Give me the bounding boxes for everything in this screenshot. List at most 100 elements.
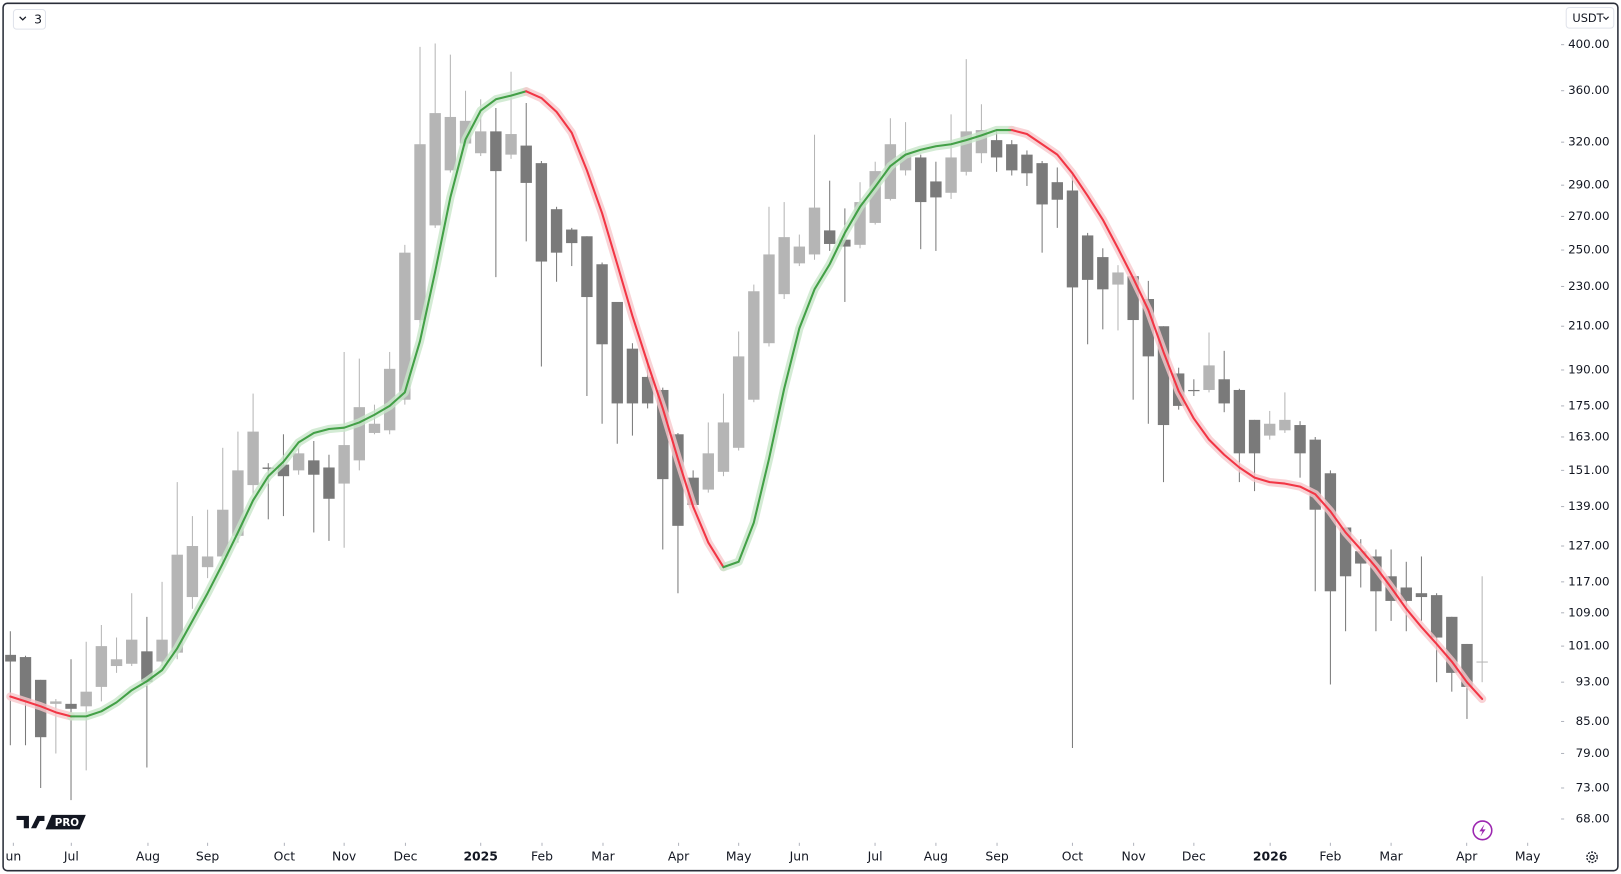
candle-body [596,264,608,345]
candle-body [732,356,745,448]
y-tick-label: 93.00 [1576,675,1610,689]
candle-body [1476,661,1488,663]
y-tick-label: 290.00 [1568,178,1610,192]
x-tick-label: Dec [1182,849,1206,864]
y-tick-label: 151.00 [1568,463,1610,477]
candle-body [414,144,426,321]
candle-body [277,464,290,477]
x-tick-label: Oct [274,849,296,864]
candle-body [1066,190,1079,288]
y-tick-label: 270.00 [1568,209,1610,223]
candle-body [520,145,532,183]
candle-body [915,157,927,203]
candle-body [793,246,806,264]
logo: PRO [16,814,86,830]
x-tick-label: Sep [985,849,1008,864]
candle-body [657,389,669,480]
button-box[interactable] [12,9,47,30]
candle-body [899,154,912,171]
candle-body [262,467,274,469]
candle-body [1127,276,1139,321]
candle-body [1400,587,1412,601]
candle-body [535,163,548,262]
overlay-line [722,129,1013,569]
y-tick-label: 175.00 [1568,398,1610,412]
candle-body [1415,593,1428,598]
candle-body [1188,389,1200,392]
x-tick-label: Oct [1062,849,1084,864]
y-tick-label: 400.00 [1568,37,1610,51]
candle-body [80,691,92,707]
x-tick-label: Dec [393,849,417,864]
candle-body [1324,473,1337,592]
chevron [19,16,27,21]
y-tick-label: 250.00 [1568,243,1610,257]
candle-body [1461,643,1473,687]
candle-body [611,301,623,404]
button-box[interactable] [1565,6,1615,29]
x-tick-label: May [726,849,752,864]
x-tick-label: 2025 [463,849,497,864]
candle-body [217,509,229,557]
candle-body [823,230,836,244]
y-tick-label: 163.00 [1568,429,1610,443]
candle-body [1446,616,1458,673]
settings-button[interactable] [1586,851,1598,864]
candle-body [1218,379,1230,404]
lightning-icon [1479,824,1486,837]
candle-body [960,131,972,172]
candle-body [1248,419,1261,454]
candle-body [1157,326,1170,426]
chevron [1603,16,1609,21]
candle-body [353,407,366,461]
x-tick-label: Feb [1319,849,1341,864]
candle-body [19,657,32,702]
overlay-line [69,90,528,718]
candle-body [429,113,441,226]
candle-body [1355,551,1367,564]
lightning-ring[interactable] [1472,820,1493,841]
candle-body [1097,257,1109,290]
y-tick-label: 68.00 [1576,811,1610,825]
candle-body [126,639,138,664]
candle-body [156,639,168,662]
interval-button[interactable]: 3 [12,9,47,30]
currency-label: USDT [1572,11,1603,25]
candle-body [945,157,957,193]
candle-body [626,348,639,404]
candle-body [505,134,517,155]
x-tick-label: Aug [136,849,160,864]
y-tick-label: 85.00 [1576,714,1610,728]
candle-body [399,252,411,400]
y-tick-label: 101.00 [1568,639,1610,653]
gear-outer[interactable] [1586,851,1598,864]
candle-body [702,453,714,490]
y-tick-label: 127.00 [1568,539,1610,553]
x-tick-label: Jun [789,849,809,864]
y-tick-label: 109.00 [1568,605,1610,619]
gear-inner [1589,854,1595,860]
y-tick-label: 230.00 [1568,279,1610,293]
x-tick-label: Nov [332,849,356,864]
candle-body [1309,439,1321,510]
currency-button[interactable]: USDT [1565,6,1615,29]
lightning-button[interactable] [1472,820,1493,841]
candle-body [171,554,183,653]
x-tick-label: Feb [531,849,553,864]
overlay-line [9,695,73,718]
x-tick-label: Jul [867,849,883,864]
candle-body [717,422,730,472]
candle-body [1036,163,1048,205]
y-tick-label: 79.00 [1576,746,1610,760]
candle-body [1279,419,1291,431]
candle-body [65,703,77,709]
x-tick-label: Mar [1379,849,1403,864]
x-tick-label: Sep [196,849,219,864]
logo-badge-text: PRO [55,817,80,829]
candle-body [1051,182,1063,200]
candle-body [110,659,123,667]
candle-body [323,467,335,499]
x-tick-label: Aug [924,849,948,864]
